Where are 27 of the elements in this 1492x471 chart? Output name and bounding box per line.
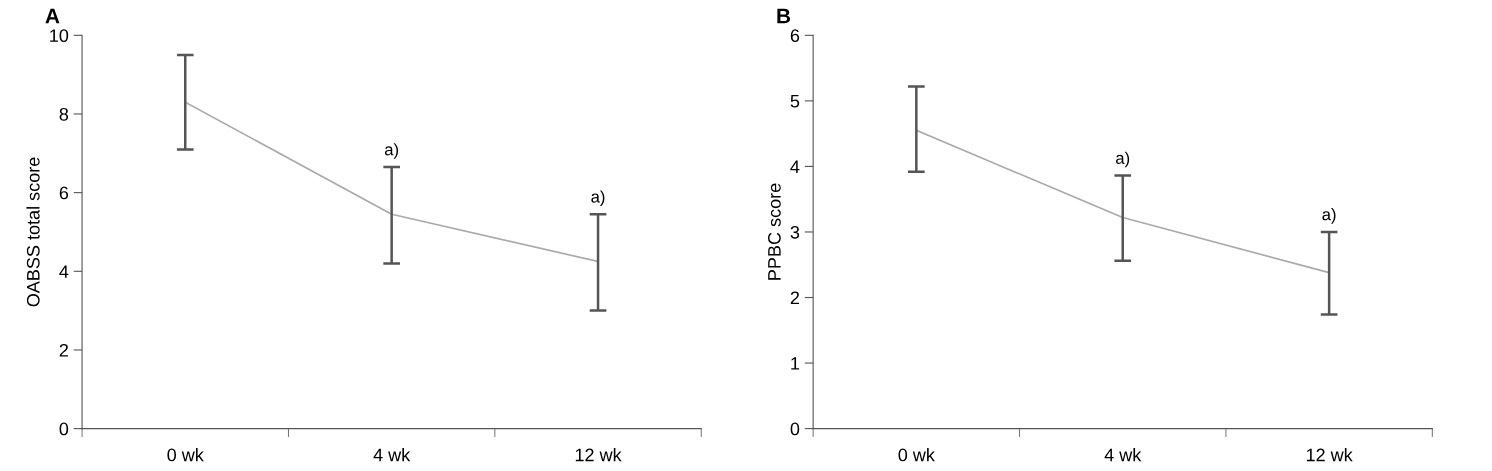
y-tick-label: 8	[59, 107, 69, 121]
annotation: a)	[591, 190, 605, 206]
y-tick-label: 2	[59, 343, 68, 357]
y-tick-label: 6	[790, 29, 800, 43]
chart-title: A	[45, 8, 60, 24]
y-tick-label: 0	[790, 422, 800, 436]
y-tick-label: 10	[50, 29, 69, 43]
x-tick-label: 4 wk	[1104, 448, 1142, 462]
y-tick-label: 3	[790, 225, 800, 239]
y-tick-label: 5	[790, 94, 800, 108]
y-axis-title: OABSS total score	[26, 157, 40, 307]
y-tick-label: 4	[59, 265, 69, 278]
y-tick-label: 0	[59, 422, 69, 436]
y-tick-label: 2	[790, 291, 800, 305]
x-tick-label: 12 wk	[1306, 448, 1353, 462]
annotation: a)	[1116, 151, 1130, 168]
y-tick-label: 6	[59, 186, 69, 200]
chart-title: B	[777, 8, 791, 24]
annotation: a)	[384, 143, 399, 159]
y-tick-label: 1	[791, 357, 800, 370]
annotation: a)	[1322, 208, 1336, 224]
x-tick-label: 0 wk	[898, 448, 935, 462]
x-tick-label: 4 wk	[373, 448, 411, 462]
y-axis-title: PPBC score	[768, 183, 781, 280]
x-tick-label: 0 wk	[167, 448, 204, 462]
y-tick-label: 4	[790, 160, 800, 173]
x-tick-label: 12 wk	[575, 448, 622, 462]
